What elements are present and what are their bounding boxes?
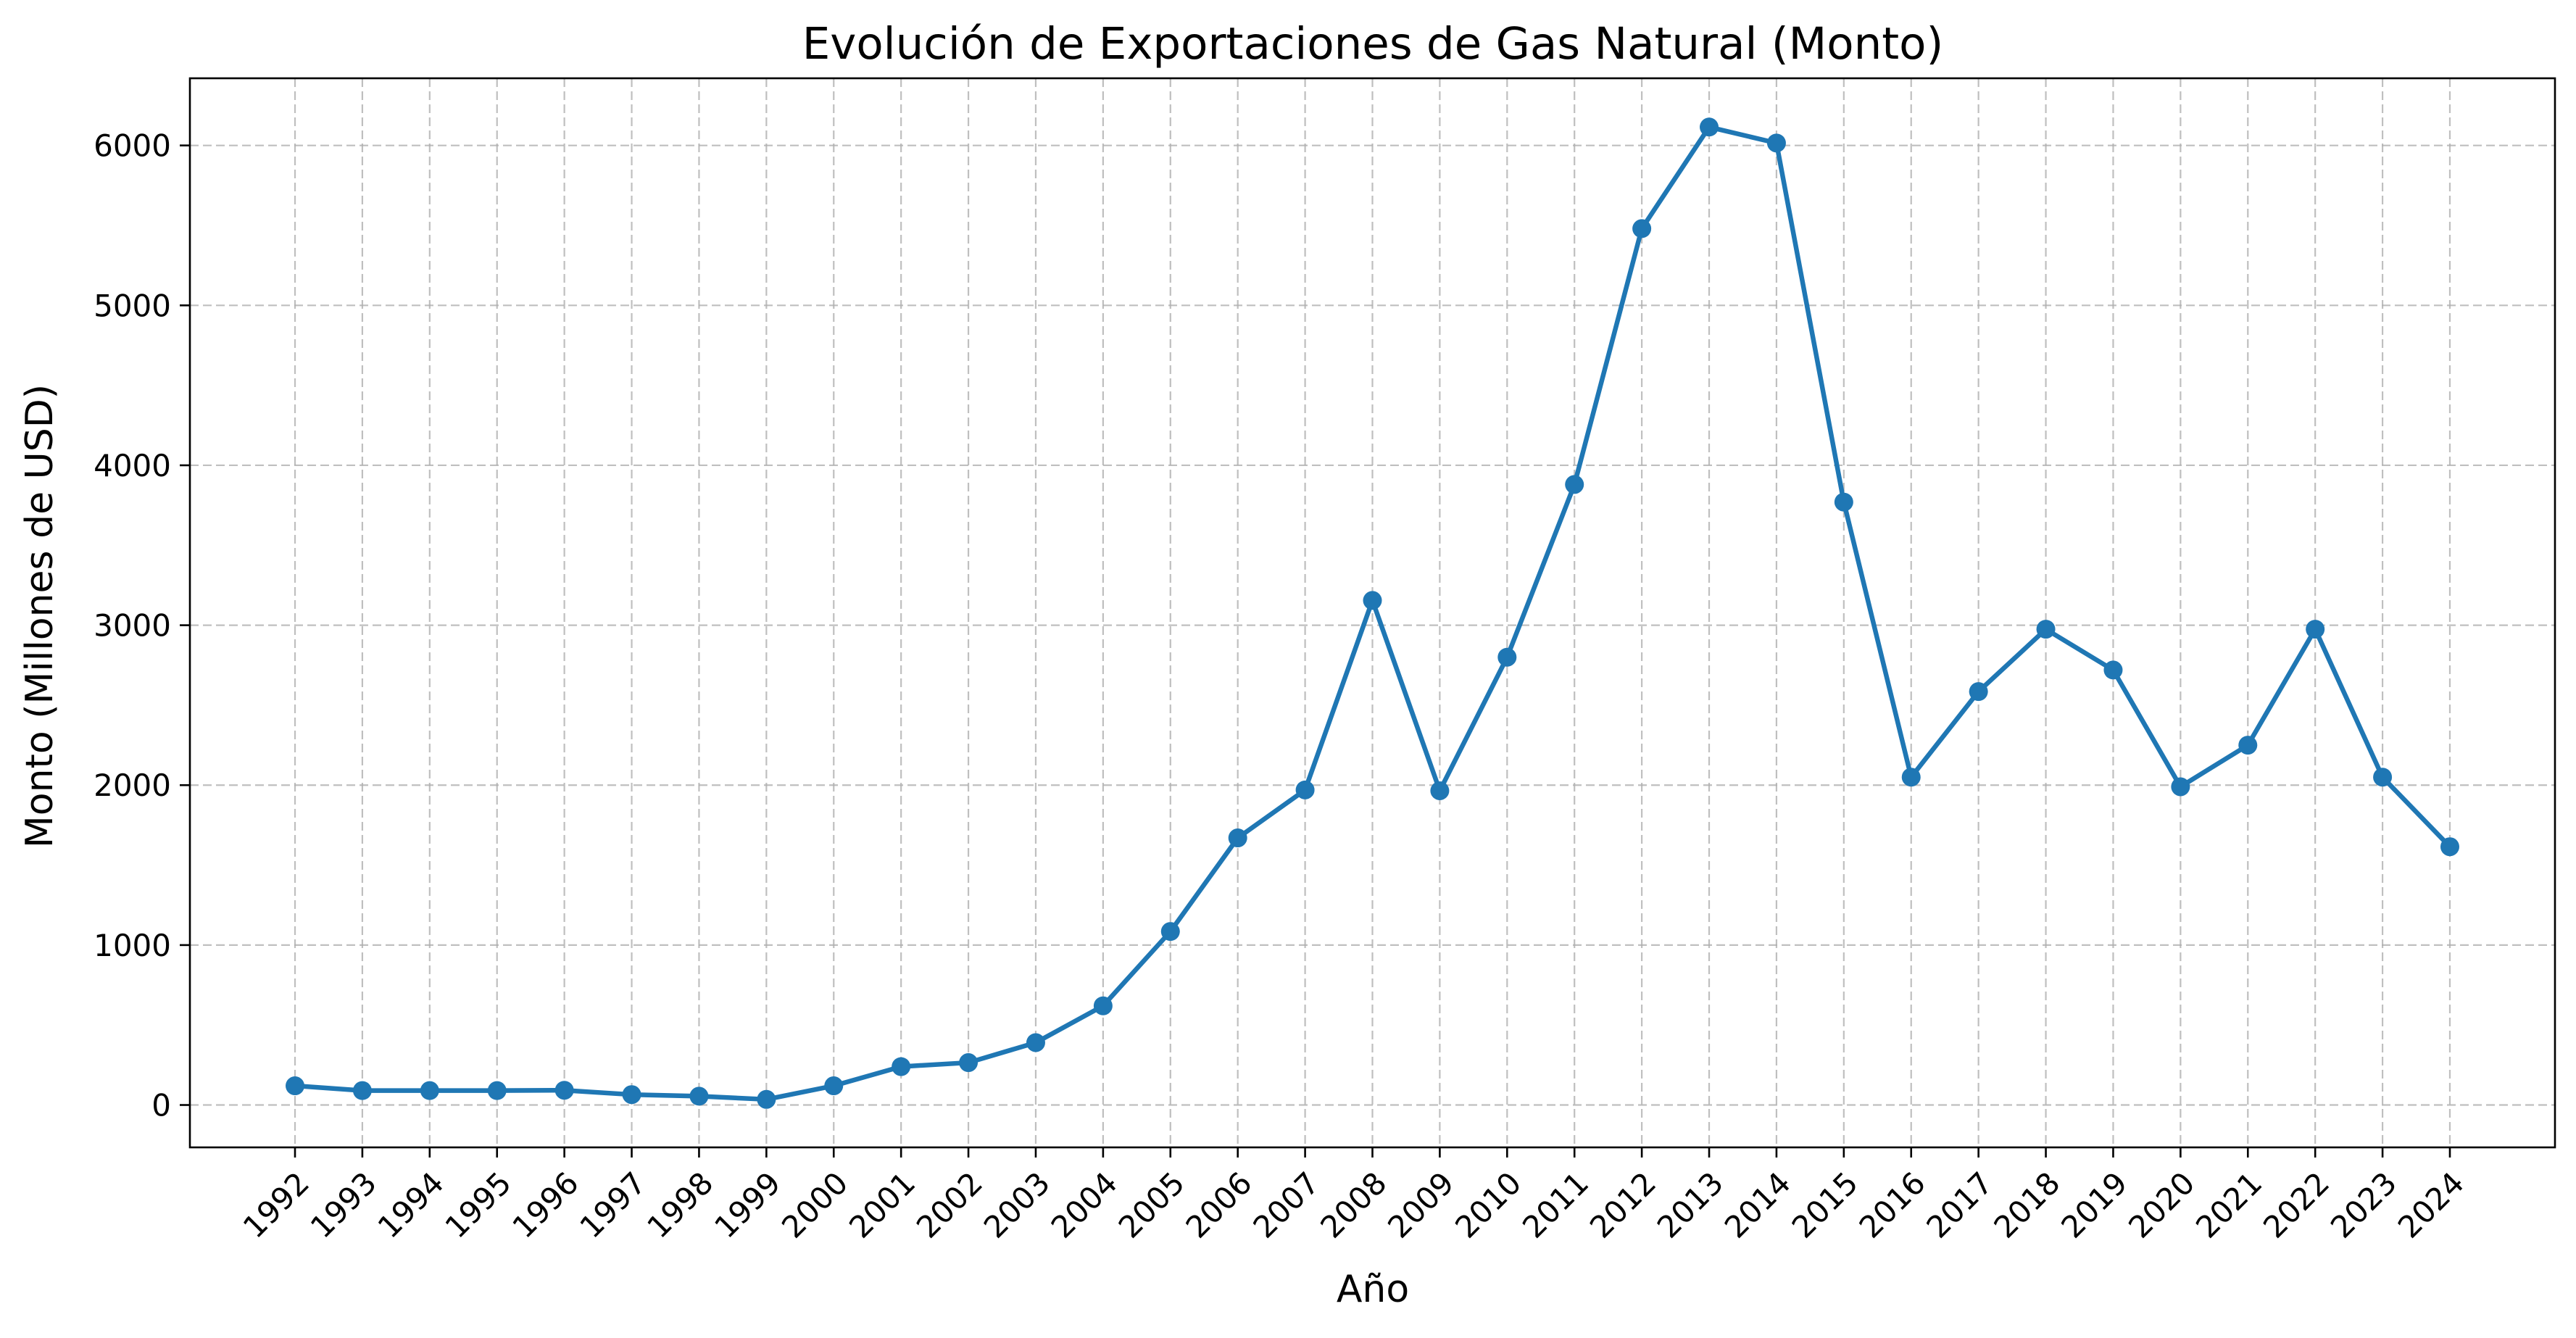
data-point	[622, 1085, 641, 1105]
y-tick-label: 2000	[94, 768, 171, 803]
data-point	[824, 1076, 844, 1096]
data-point	[1363, 591, 1382, 610]
data-point	[1632, 219, 1652, 238]
data-point	[959, 1053, 979, 1073]
y-tick-label: 0	[151, 1088, 171, 1123]
data-point	[1700, 117, 1719, 137]
data-point	[1160, 922, 1180, 942]
data-point	[2440, 837, 2459, 857]
chart-title: Evolución de Exportaciones de Gas Natura…	[802, 18, 1944, 70]
y-axis-ticks: 0 1000 2000 3000 4000 5000 6000	[94, 128, 190, 1123]
data-point	[352, 1081, 372, 1100]
data-point	[487, 1081, 507, 1100]
y-tick-label: 3000	[94, 608, 171, 644]
data-point	[2171, 777, 2190, 797]
data-point	[2373, 768, 2393, 787]
data-point	[2306, 620, 2325, 639]
data-point	[689, 1086, 709, 1106]
data-point	[1565, 475, 1584, 494]
data-point	[2103, 660, 2123, 680]
data-point	[1901, 768, 1921, 787]
data-point	[892, 1057, 911, 1076]
data-point	[1766, 133, 1786, 153]
data-point	[554, 1081, 574, 1100]
data-point	[2238, 736, 2258, 755]
y-tick-label: 4000	[94, 448, 171, 483]
data-point	[420, 1081, 439, 1100]
y-tick-label: 6000	[94, 128, 171, 164]
data-point	[1834, 492, 1853, 512]
y-axis-label: Monto (Millones de USD)	[18, 384, 62, 848]
data-point	[2036, 620, 2056, 639]
x-axis-label: Año	[1337, 1268, 1409, 1311]
data-point	[286, 1076, 305, 1096]
data-point	[1093, 996, 1113, 1015]
data-point	[1497, 647, 1517, 667]
data-point	[1228, 828, 1247, 848]
data-point	[1026, 1033, 1045, 1052]
y-tick-label: 1000	[94, 928, 171, 963]
series-layer	[286, 117, 2459, 1109]
data-point	[1430, 781, 1450, 800]
data-point	[757, 1089, 776, 1109]
data-point	[1295, 780, 1315, 799]
y-tick-label: 5000	[94, 288, 171, 323]
x-grid	[294, 78, 2451, 1147]
data-point	[1969, 682, 1988, 702]
